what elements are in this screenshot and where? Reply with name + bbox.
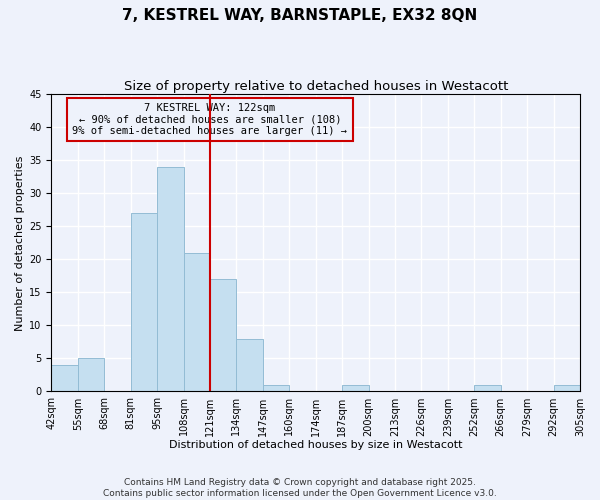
Bar (263, 385, 289, 392)
Bar (78, 358, 104, 392)
Bar (554, 385, 580, 392)
Text: Contains HM Land Registry data © Crown copyright and database right 2025.
Contai: Contains HM Land Registry data © Crown c… (103, 478, 497, 498)
Bar (236, 338, 263, 392)
Bar (131, 213, 157, 392)
Bar (157, 167, 184, 392)
Title: Size of property relative to detached houses in Westacott: Size of property relative to detached ho… (124, 80, 508, 93)
Bar (474, 385, 501, 392)
Text: 7, KESTREL WAY, BARNSTAPLE, EX32 8QN: 7, KESTREL WAY, BARNSTAPLE, EX32 8QN (122, 8, 478, 22)
Bar (52, 365, 78, 392)
Bar (342, 385, 368, 392)
Bar (210, 279, 236, 392)
Text: 7 KESTREL WAY: 122sqm
← 90% of detached houses are smaller (108)
9% of semi-deta: 7 KESTREL WAY: 122sqm ← 90% of detached … (73, 103, 347, 136)
X-axis label: Distribution of detached houses by size in Westacott: Distribution of detached houses by size … (169, 440, 463, 450)
Bar (184, 252, 210, 392)
Y-axis label: Number of detached properties: Number of detached properties (15, 155, 25, 330)
